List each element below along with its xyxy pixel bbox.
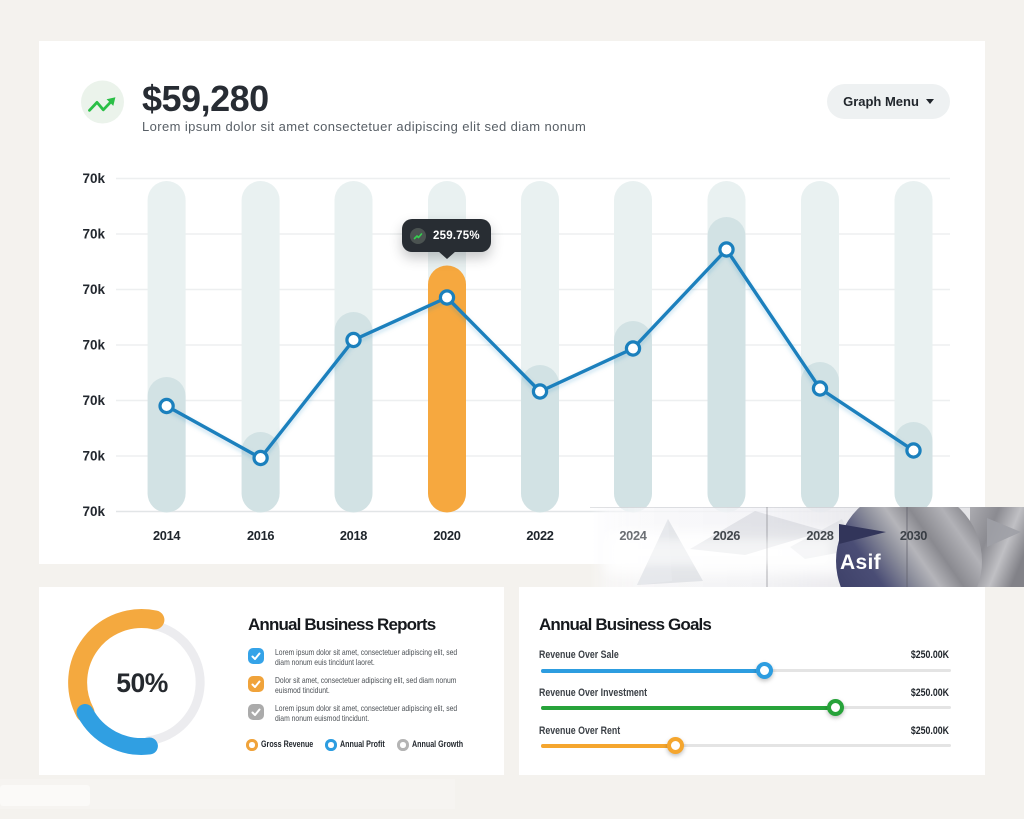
- svg-text:2028: 2028: [806, 528, 833, 543]
- svg-text:70k: 70k: [82, 282, 105, 297]
- svg-text:70k: 70k: [82, 227, 105, 242]
- svg-text:2018: 2018: [340, 528, 367, 543]
- svg-text:70k: 70k: [82, 338, 105, 353]
- svg-text:2020: 2020: [433, 528, 460, 543]
- svg-text:2014: 2014: [153, 528, 181, 543]
- svg-text:2022: 2022: [526, 528, 553, 543]
- svg-text:70k: 70k: [82, 504, 105, 519]
- svg-text:2024: 2024: [619, 528, 647, 543]
- svg-text:70k: 70k: [82, 449, 105, 464]
- svg-text:2026: 2026: [713, 528, 740, 543]
- svg-text:2030: 2030: [900, 528, 927, 543]
- svg-text:70k: 70k: [82, 171, 105, 186]
- svg-text:70k: 70k: [82, 393, 105, 408]
- svg-text:2016: 2016: [247, 528, 274, 543]
